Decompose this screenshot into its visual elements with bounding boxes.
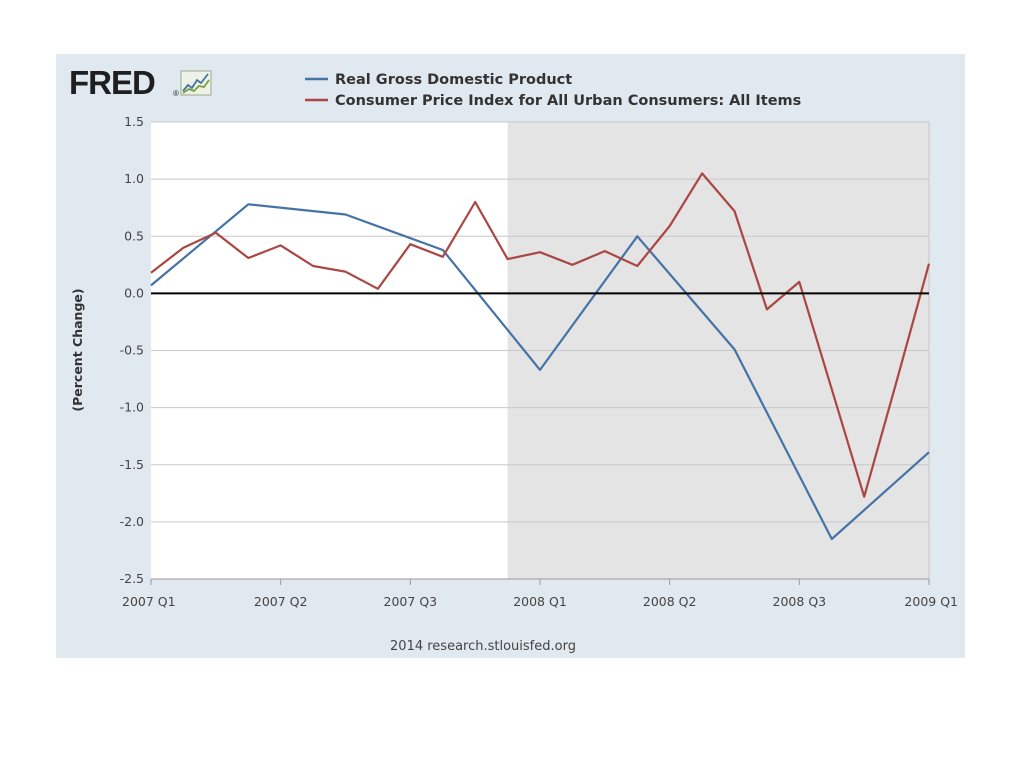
axes: 1.5 1.0 0.5 0.0 -0.5 -1.0 -1.5 -2.0 -2.5 2007 Q1 2…: [120, 114, 958, 609]
credit-text[interactable]: 2014 research.stlouisfed.org: [390, 639, 576, 654]
y-axis-label: (Percent Change): [70, 288, 85, 411]
x-tick-label: 2007 Q3: [384, 594, 438, 609]
gdp-series-line[interactable]: [150, 203, 930, 541]
y-tick-label: 1.0: [124, 171, 144, 186]
fred-logo-text: FRED: [69, 64, 155, 101]
x-tick-label: 2008 Q2: [643, 594, 697, 609]
y-tick-label: -1.0: [120, 400, 144, 415]
cpi-series-line[interactable]: [150, 172, 931, 498]
series-lines: [150, 172, 931, 541]
y-tick-label: -2.5: [120, 571, 144, 586]
x-tick-label: 2009 Q1: [904, 594, 958, 609]
y-tick-label: -0.5: [120, 343, 144, 358]
y-tick-label: 0.5: [124, 228, 144, 243]
fred-logo-registered: ®: [173, 89, 179, 98]
legend: Real Gross Domestic Product Consumer Pric…: [305, 72, 801, 109]
fred-logo[interactable]: FRED ®: [69, 64, 219, 104]
y-tick-label: -1.5: [120, 457, 144, 472]
y-tick-label: 1.5: [124, 114, 144, 129]
x-tick-label: 2008 Q1: [513, 594, 567, 609]
fred-chart-icon: [180, 70, 212, 96]
x-tick-label: 2007 Q2: [254, 594, 308, 609]
legend-label-gdp[interactable]: Real Gross Domestic Product: [335, 72, 572, 88]
legend-label-cpi[interactable]: Consumer Price Index for All Urban Consu…: [335, 93, 801, 109]
y-tick-label: 0.0: [124, 285, 144, 300]
y-tick-label: -2.0: [120, 514, 144, 529]
x-tick-label: 2007 Q1: [122, 594, 176, 609]
x-tick-label: 2008 Q3: [773, 594, 827, 609]
